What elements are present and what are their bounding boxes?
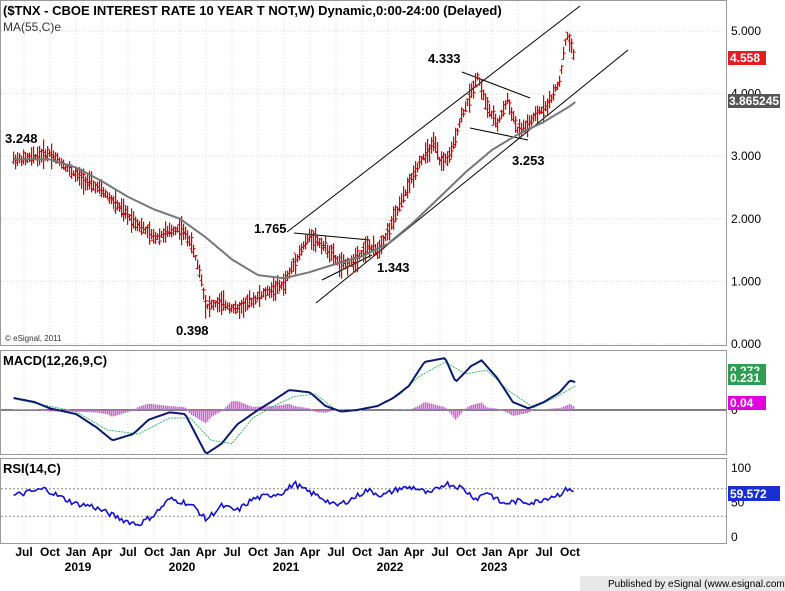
copyright-note: © eSignal, 2011 <box>5 334 62 343</box>
x-year-label: 2023 <box>481 560 508 574</box>
last-price-tag <box>728 51 766 65</box>
moving-average-line <box>13 101 576 280</box>
x-year-label: 2022 <box>377 560 404 574</box>
x-month-label: Apr <box>92 545 113 559</box>
y-tick-label: 2.000 <box>731 212 761 226</box>
rsi-line <box>13 480 574 527</box>
trend-line <box>461 71 531 99</box>
signal-value: 0.231 <box>730 371 760 385</box>
rsi-y-tick: 0 <box>731 530 738 544</box>
published-by: Published by eSignal (www.esignal.com) <box>608 579 785 590</box>
y-tick-label: 5.000 <box>731 24 761 38</box>
x-month-label: Jan <box>66 545 87 559</box>
ma-label: MA(55,C)e <box>3 20 61 34</box>
annotation-label: 3.248 <box>5 131 38 146</box>
x-month-label: Jan <box>170 545 191 559</box>
x-month-label: Jul <box>119 545 136 559</box>
chart-title: ($TNX - CBOE INTEREST RATE 10 YEAR T NOT… <box>3 3 502 18</box>
x-month-label: Oct <box>248 545 268 559</box>
y-tick-label: 0.000 <box>731 337 761 351</box>
footer-bar <box>580 576 785 591</box>
trend-line <box>315 49 629 304</box>
x-month-label: Apr <box>508 545 529 559</box>
annotation-label: 4.333 <box>428 51 461 66</box>
rsi-title: RSI(14,C) <box>3 461 61 476</box>
x-month-label: Jan <box>378 545 399 559</box>
x-month-label: Jul <box>15 545 32 559</box>
trend-line <box>286 5 581 233</box>
x-month-label: Jul <box>535 545 552 559</box>
x-month-label: Oct <box>352 545 372 559</box>
x-year-label: 2020 <box>169 560 196 574</box>
macd-signal-line <box>13 362 576 445</box>
x-month-label: Apr <box>196 545 217 559</box>
price-last-value-tags: 4.558 3.865245 <box>728 51 780 108</box>
y-tick-label: 3.000 <box>731 149 761 163</box>
histogram-value: 0.04 <box>730 396 754 410</box>
x-month-label: Jul <box>431 545 448 559</box>
x-year-label: 2019 <box>65 560 92 574</box>
macd-line <box>13 357 576 455</box>
signal-value-tag <box>728 371 766 385</box>
ma-value-tag <box>728 94 780 108</box>
x-month-label: Oct <box>144 545 164 559</box>
macd-title: MACD(12,26,9,C) <box>3 353 107 368</box>
x-month-label: Apr <box>300 545 321 559</box>
x-month-label: Oct <box>40 545 60 559</box>
grid-lines <box>1 1 726 543</box>
x-month-label: Jul <box>327 545 344 559</box>
y-tick-label: 1.000 <box>731 274 761 288</box>
x-month-label: Oct <box>560 545 580 559</box>
rsi-value: 59.572 <box>730 487 767 501</box>
rsi-value-tag <box>728 486 780 501</box>
x-month-label: Oct <box>456 545 476 559</box>
x-month-label: Jul <box>223 545 240 559</box>
trend-line <box>469 127 529 141</box>
x-year-label: 2021 <box>273 560 300 574</box>
annotation-label: 1.343 <box>377 260 410 275</box>
x-month-label: Jan <box>482 545 503 559</box>
annotation-label: 0.398 <box>176 323 209 338</box>
annotation-label: 3.253 <box>512 153 545 168</box>
ma-55-line <box>13 101 576 280</box>
x-axis: Jul Oct Jan Apr Jul Oct Jan Apr Jul Oct Jan Apr Jul O… <box>15 545 580 574</box>
rsi-panel <box>0 458 727 544</box>
trend-line <box>293 232 371 241</box>
last-price-value: 4.558 <box>730 51 760 65</box>
rsi-y-tick: 100 <box>731 461 751 475</box>
ma-value: 3.865245 <box>729 94 779 108</box>
price-annotations: 3.248 0.398 1.765 1.343 4.333 3.253 <box>5 51 545 338</box>
x-month-label: Apr <box>404 545 425 559</box>
x-month-label: Jan <box>274 545 295 559</box>
annotation-label: 1.765 <box>254 221 287 236</box>
histogram-value-tag <box>728 396 766 410</box>
